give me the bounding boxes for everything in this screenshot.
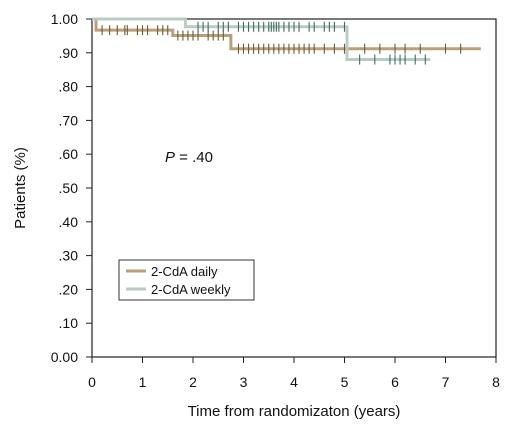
y-tick-label: .10 [59,315,79,331]
x-tick-label: 5 [341,374,349,390]
survival-curve [92,17,481,51]
x-tick-label: 2 [189,374,197,390]
y-tick-label: 1.00 [51,11,78,27]
series-layer [92,17,481,65]
y-tick-label: .60 [59,146,79,162]
x-tick-label: 8 [492,374,500,390]
legend-label-weekly: 2-CdA weekly [151,282,231,297]
y-tick-label: .20 [59,281,79,297]
legend-label-daily: 2-CdA daily [151,264,218,279]
y-tick-label: .90 [59,45,79,61]
x-axis-title: Time from randomizaton (years) [188,403,401,420]
y-tick-label: .80 [59,79,79,95]
p-value-text: = .40 [175,149,213,166]
y-tick-label: .40 [59,214,79,230]
x-tick-label: 3 [240,374,248,390]
series-daily [92,17,481,54]
y-axis-title: Patients (%) [12,147,29,229]
y-tick-label: .30 [59,248,79,264]
plot-frame [91,18,497,358]
survival-curve [92,17,431,62]
x-tick-label: 7 [442,374,450,390]
x-tick-label: 0 [88,374,96,390]
p-value-label: P [165,149,175,166]
legend: 2-CdA daily 2-CdA weekly [118,259,255,301]
series-weekly [92,17,431,65]
x-tick-label: 1 [139,374,147,390]
p-value-annotation: P = .40 [165,149,213,166]
y-axis: 0.00 .10 .20 .30 .40 .50 .60 .70 .80 .90 1.00 [51,11,92,365]
legend-box [118,259,255,301]
x-axis: 0 1 2 3 4 5 6 7 8 [88,357,500,390]
y-tick-label: 0.00 [51,349,78,365]
x-tick-label: 4 [290,374,298,390]
y-tick-label: .50 [59,180,79,196]
x-tick-label: 6 [391,374,399,390]
y-tick-label: .70 [59,112,79,128]
